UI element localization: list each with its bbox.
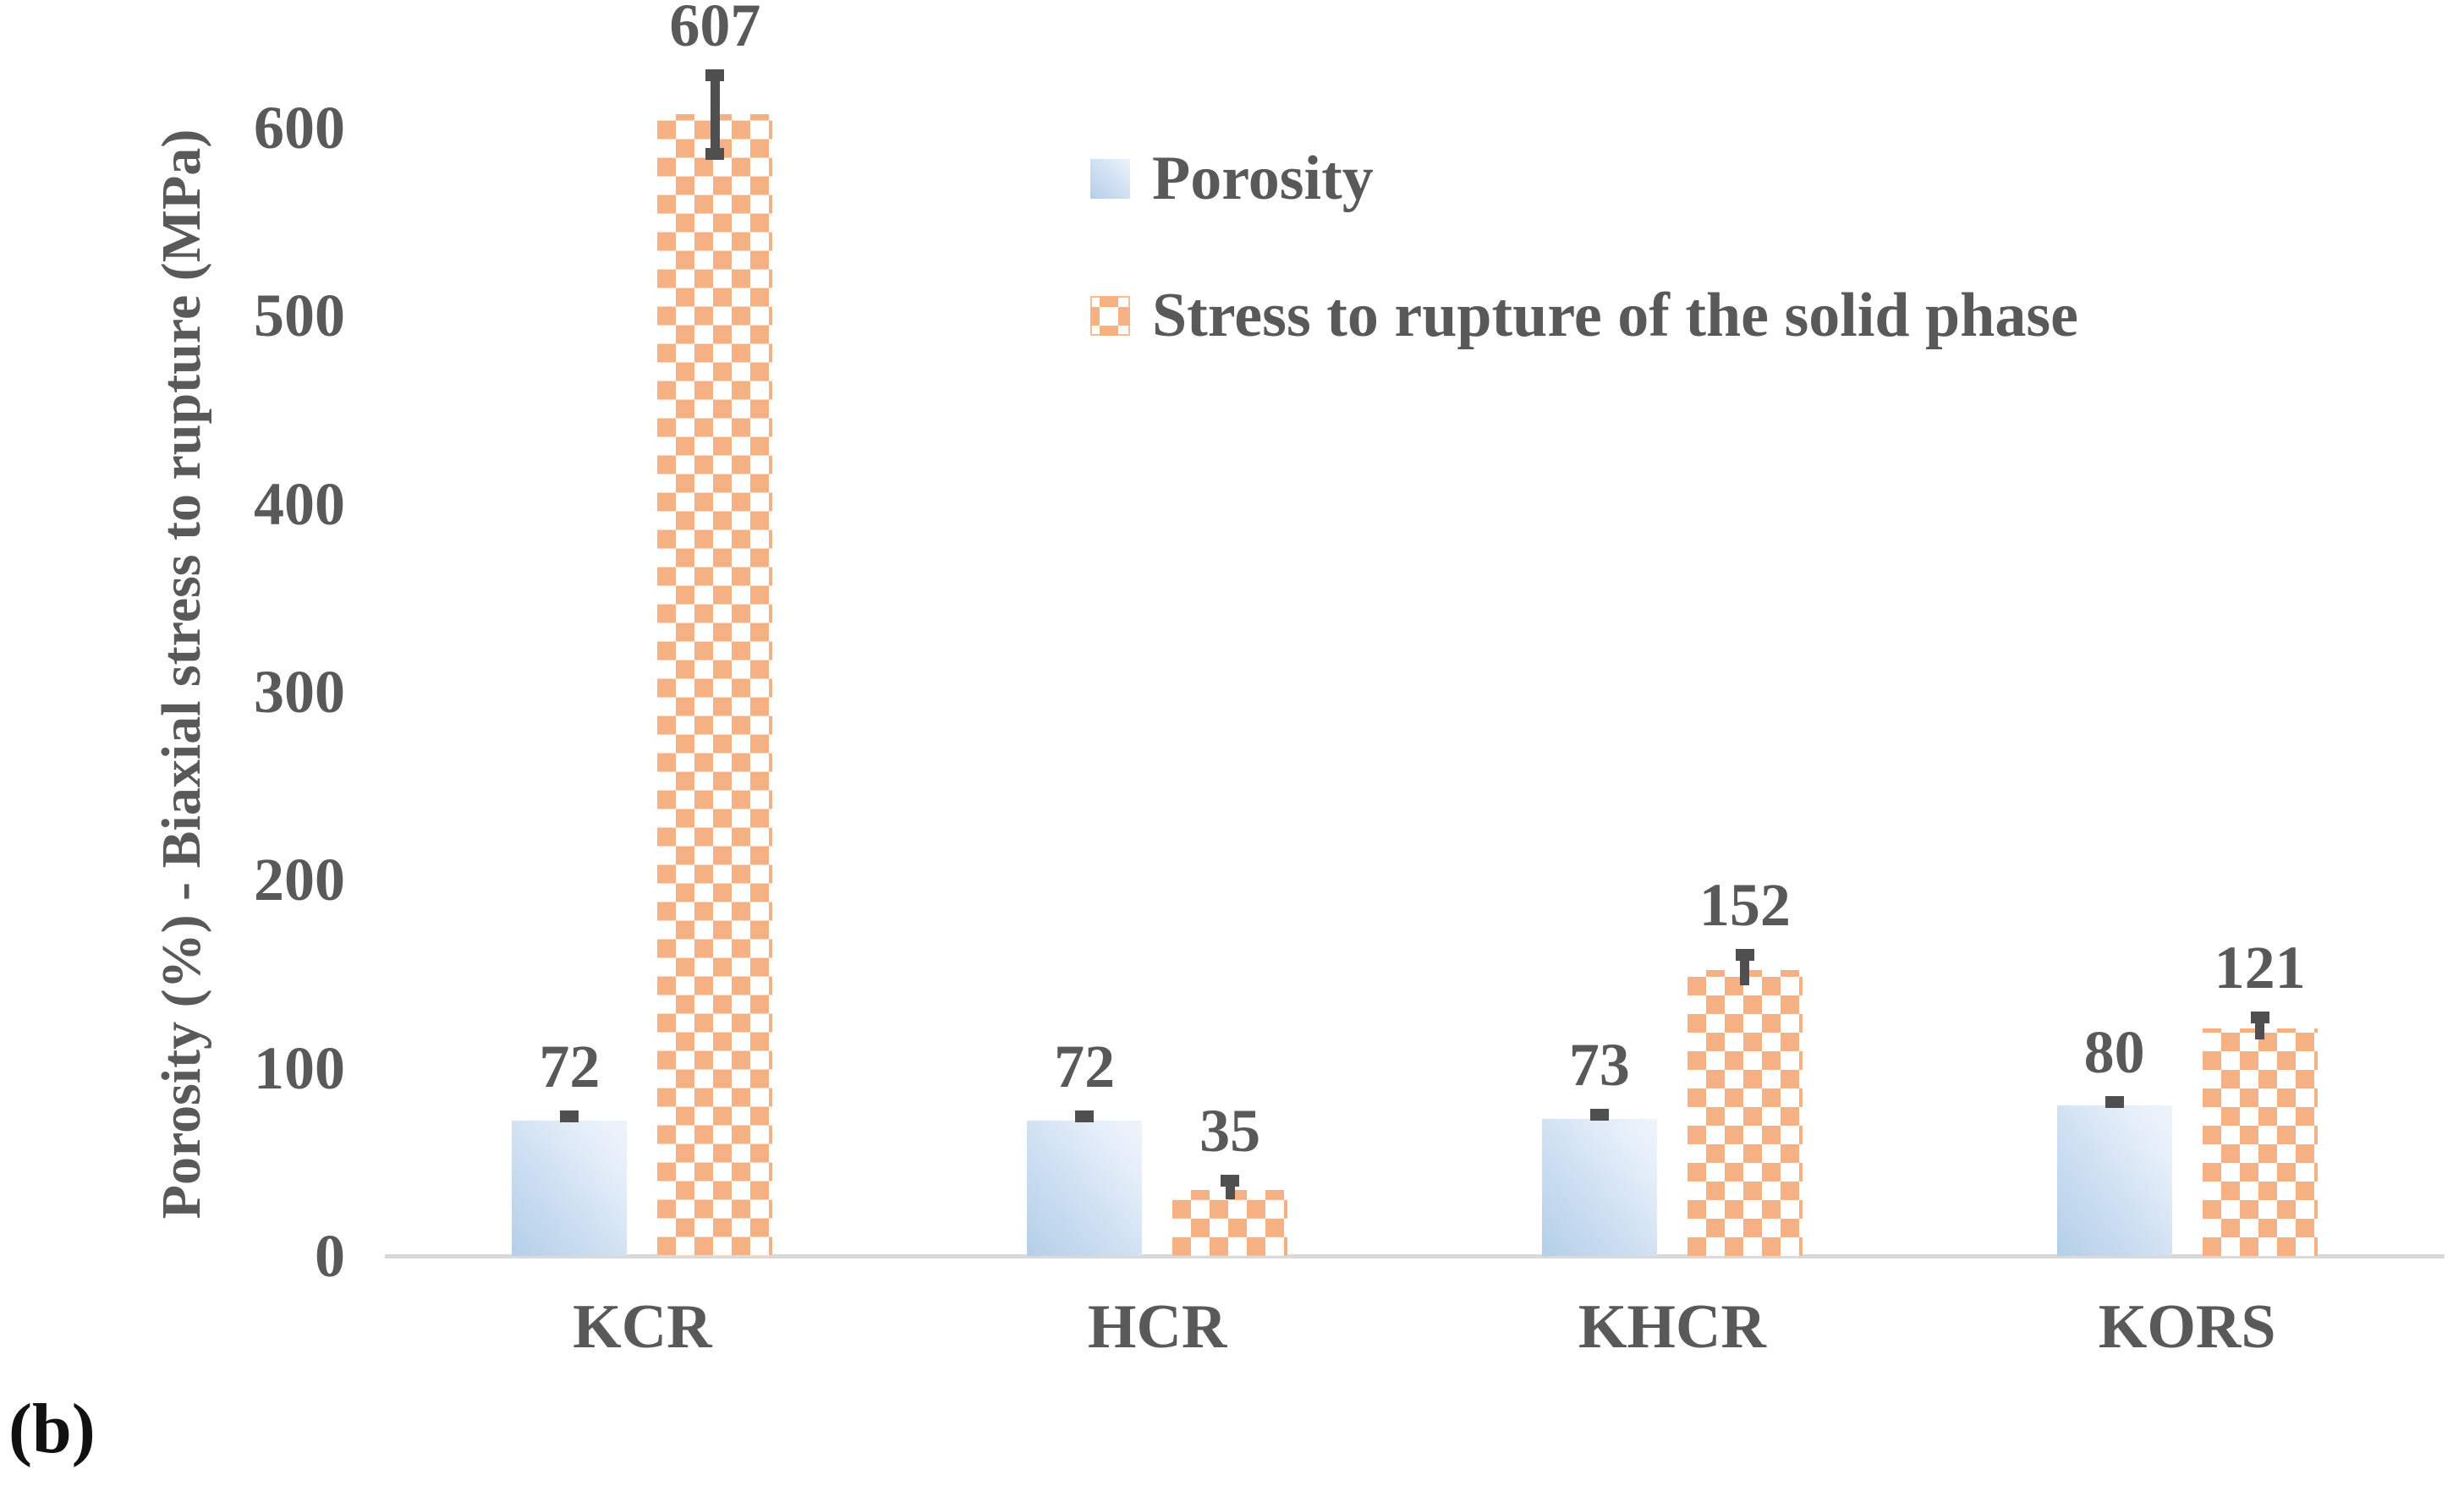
error-bar-cap <box>705 69 725 81</box>
legend-item-porosity: Porosity <box>1090 140 1374 217</box>
value-label-porosity-kcr: 72 <box>539 1033 601 1101</box>
x-axis-label-kors: KORS <box>2098 1292 2276 1362</box>
stress-legend-label: Stress to rupture of the solid phase <box>1152 281 2079 350</box>
y-tick-label-400: 400 <box>254 469 345 538</box>
bar-stress-kcr <box>657 114 773 1256</box>
value-label-stress-khcr: 152 <box>1698 871 1791 940</box>
error-bar-cap <box>1735 949 1754 962</box>
error-bar-cap <box>705 148 725 161</box>
error-bar-cap <box>2105 1095 2124 1108</box>
value-label-stress-hcr: 35 <box>1199 1097 1261 1165</box>
value-label-stress-kcr: 607 <box>669 0 761 59</box>
error-bar-cap <box>2250 1011 2269 1023</box>
bar-porosity-khcr <box>1541 1118 1657 1256</box>
error-bar-cap <box>560 1110 579 1123</box>
bar-porosity-kcr <box>512 1120 628 1256</box>
bar-porosity-hcr <box>1027 1120 1143 1256</box>
porosity-legend-label: Porosity <box>1152 144 1374 213</box>
y-tick-label-100: 100 <box>254 1034 345 1102</box>
stress-legend-swatch <box>1090 295 1130 336</box>
error-bar-cap <box>1075 1110 1095 1123</box>
bar-porosity-kors <box>2056 1105 2172 1256</box>
error-bar-line <box>2255 1017 2265 1040</box>
value-label-porosity-hcr: 72 <box>1054 1033 1116 1101</box>
bar-stress-hcr <box>1172 1190 1288 1256</box>
error-bar-line <box>1740 955 1750 985</box>
x-axis-label-khcr: KHCR <box>1578 1292 1766 1362</box>
x-axis-line <box>385 1254 2445 1258</box>
value-label-porosity-kors: 80 <box>2083 1017 2145 1086</box>
y-tick-label-500: 500 <box>254 282 345 350</box>
error-bar-cap <box>1221 1175 1240 1187</box>
error-bar-line <box>710 74 720 155</box>
y-tick-label-200: 200 <box>254 846 345 914</box>
porosity-legend-swatch <box>1090 158 1130 199</box>
y-tick-label-600: 600 <box>254 94 345 162</box>
y-tick-label-0: 0 <box>315 1222 345 1290</box>
x-axis-label-hcr: HCR <box>1087 1292 1227 1362</box>
bar-stress-khcr <box>1687 970 1803 1256</box>
error-bar-line <box>1225 1181 1235 1200</box>
bar-stress-kors <box>2202 1028 2318 1256</box>
value-label-stress-kors: 121 <box>2214 933 2306 1001</box>
value-label-porosity-khcr: 73 <box>1568 1031 1630 1099</box>
legend-item-stress: Stress to rupture of the solid phase <box>1090 277 2078 354</box>
y-tick-label-300: 300 <box>254 658 345 726</box>
error-bar-cap <box>1589 1109 1609 1121</box>
figure-panel-label: (b) <box>8 1390 96 1468</box>
x-axis-label-kcr: KCR <box>573 1292 712 1362</box>
